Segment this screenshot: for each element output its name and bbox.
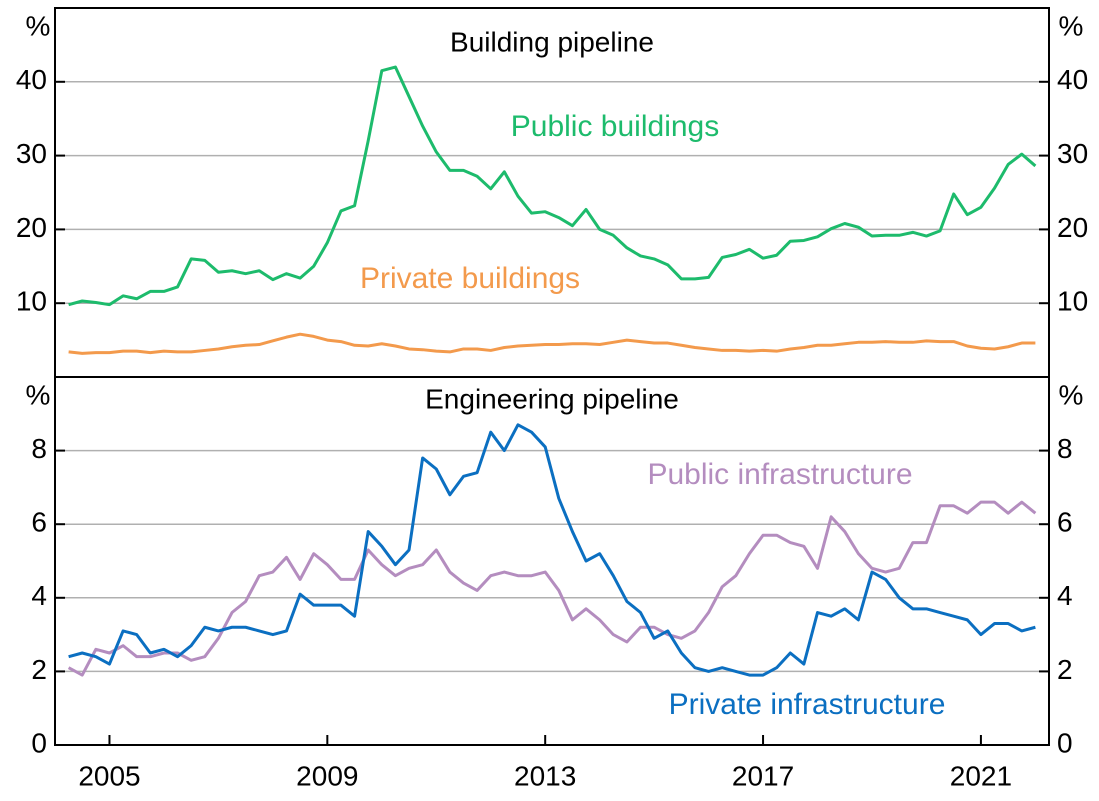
series-line [68,423,1036,677]
series-label: Private infrastructure [669,688,946,721]
panel-title: Building pipeline [450,26,654,57]
panel-frame [54,376,1050,746]
y2-tick-label: 4 [1057,580,1073,611]
series-label: Public infrastructure [647,458,912,491]
series-line [68,332,1036,355]
x-tick-label: 2009 [296,760,358,791]
y-tick-label: 10 [16,286,47,317]
y-axis-label: % [26,379,51,410]
y-tick-label: 2 [31,654,47,685]
y-tick-label: 0 [31,727,47,758]
x-tick-label: 2013 [514,760,576,791]
y2-tick-label: 40 [1057,64,1088,95]
y2-axis-label: % [1059,379,1084,410]
series-label: Public buildings [511,110,719,143]
x-tick-label: 2021 [950,760,1012,791]
y2-tick-label: 30 [1057,138,1088,169]
x-tick-label: 2017 [732,760,794,791]
y2-tick-label: 20 [1057,212,1088,243]
y2-tick-label: 0 [1057,727,1073,758]
y2-tick-label: 2 [1057,654,1073,685]
y2-tick-label: 6 [1057,507,1073,538]
series-label: Private buildings [360,262,580,295]
y-axis-label: % [26,10,51,41]
y2-tick-label: 8 [1057,433,1073,464]
y-tick-label: 30 [16,138,47,169]
y2-tick-label: 10 [1057,286,1088,317]
panel-title: Engineering pipeline [425,383,679,414]
y-tick-label: 8 [31,433,47,464]
series-line [67,500,1037,677]
y-tick-label: 40 [16,64,47,95]
y-tick-label: 4 [31,580,47,611]
panel-frame [54,7,1050,378]
y2-axis-label: % [1059,10,1084,41]
y-tick-label: 20 [16,212,47,243]
x-tick-label: 2005 [78,760,140,791]
series-line [68,65,1037,307]
y-tick-label: 6 [31,507,47,538]
